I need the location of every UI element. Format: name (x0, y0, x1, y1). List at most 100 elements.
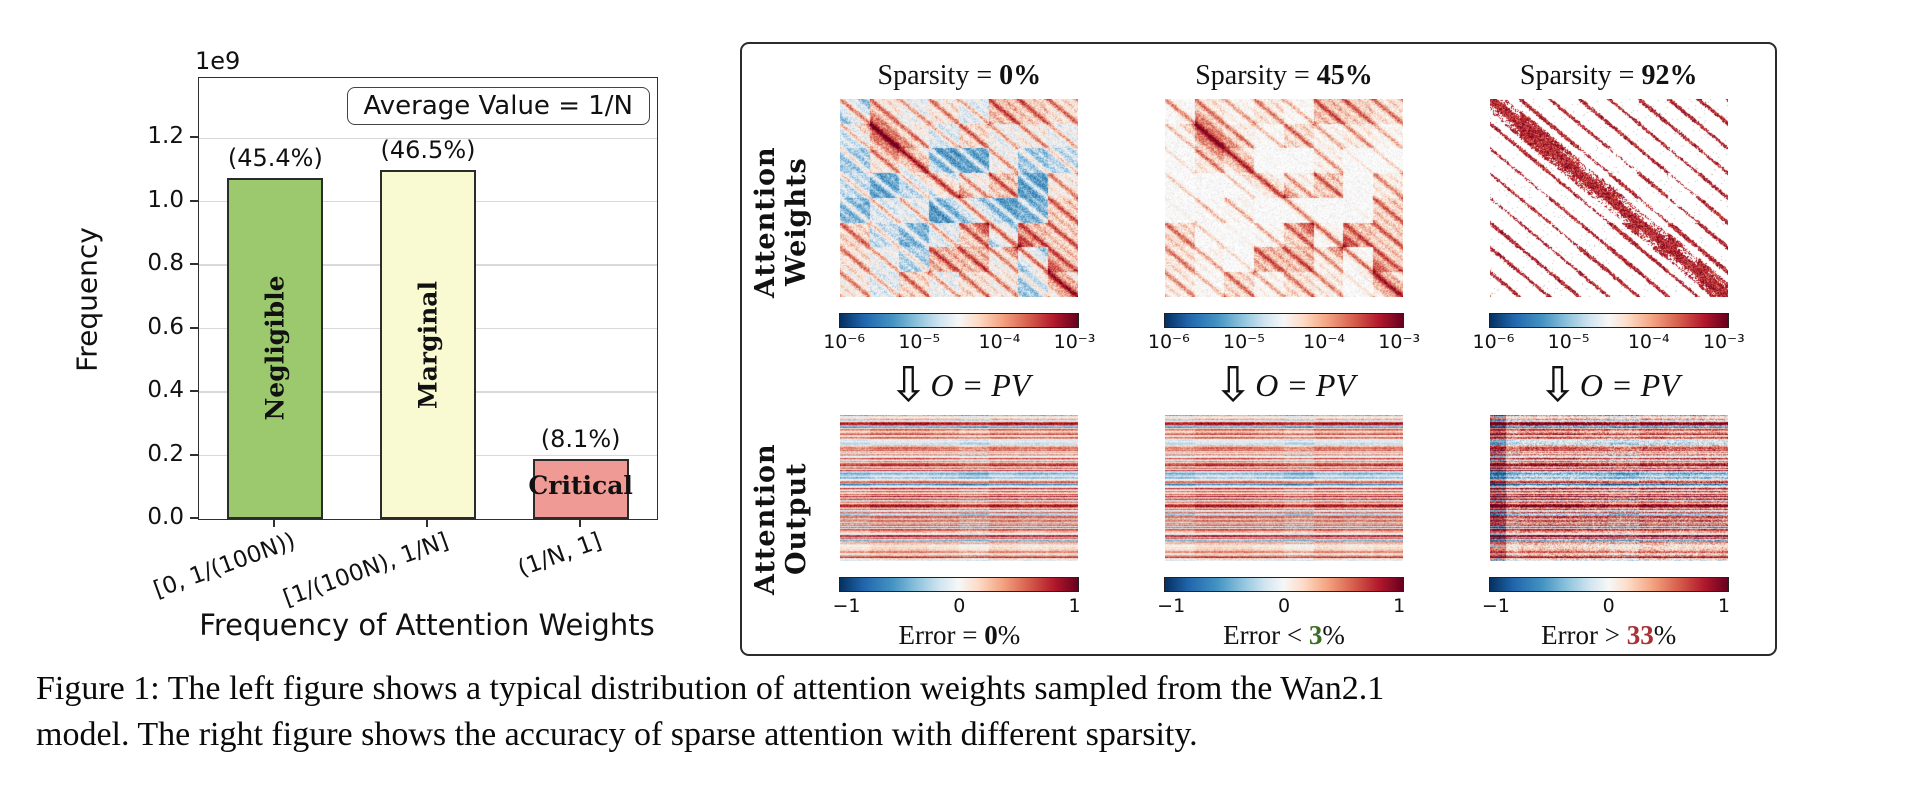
bar-percent-label: (45.4%) (227, 143, 323, 172)
attention-weights-heatmap-0 (840, 99, 1079, 297)
colorbar-tick: −1 (832, 595, 861, 617)
error-prefix: Error < (1223, 620, 1309, 650)
colorbar-tick: 10⁻³ (1378, 331, 1421, 353)
error-unit: % (1653, 620, 1677, 650)
colorbar-tick: 10⁻⁵ (1222, 331, 1265, 353)
weights-colorbar-wrap-0: 10⁻⁶ 10⁻⁵ 10⁻⁴ 10⁻³ (823, 313, 1095, 354)
colorbar-tick: 1 (1393, 595, 1406, 617)
colorbar-tick: 0 (1602, 595, 1615, 617)
error-value: 33 (1626, 620, 1654, 650)
output-colorbar-wrap-1: −1 0 1 (1157, 577, 1406, 618)
sparse-attention-panel: Attention Weights Attention Output Spars… (740, 42, 1777, 656)
sparsity-value: 45% (1316, 60, 1373, 91)
formula-o-pv: O = PV (1579, 366, 1680, 403)
bar-percent-label: (8.1%) (540, 424, 621, 453)
output-colorbar-wrap-2: −1 0 1 (1482, 577, 1730, 618)
colorbar-tick: 10⁻⁴ (1627, 331, 1670, 353)
colorbar-tick: 0 (953, 595, 966, 617)
error-prefix: Error > (1541, 620, 1627, 650)
error-value: 0 (984, 620, 998, 650)
error-label-1: Error < 3% (1223, 620, 1345, 651)
x-axis-label: Frequency of Attention Weights (199, 608, 655, 642)
y-tick-mark (190, 136, 198, 139)
attention-weights-heatmap-2 (1489, 99, 1728, 297)
output-colorbar-1 (1164, 577, 1404, 592)
y-tick-label: 0.8 (147, 250, 184, 277)
attention-weight-distribution-chart: 1e9 Frequency Average Value = 1/N (45.4%… (25, 25, 705, 670)
transform-row-1: ⇩ O = PV (1213, 357, 1356, 413)
y-tick-mark (190, 517, 198, 519)
output-colorbar-2 (1488, 577, 1729, 592)
colorbar-tick: 10⁻⁴ (978, 331, 1021, 353)
row-label-attention-weights: Attention Weights (750, 146, 812, 298)
x-tick-mark (578, 520, 581, 527)
colorbar-tick: 10⁻⁶ (823, 331, 866, 353)
formula-o-pv: O = PV (1255, 366, 1356, 403)
sparsity-prefix: Sparsity = (1195, 60, 1317, 91)
y-tick-label: 0.0 (147, 504, 184, 530)
bar-percent-label: (46.5%) (380, 136, 476, 164)
colorbar-tick: 1 (1717, 595, 1730, 617)
sparsity-column-2: Sparsity = 92% 10⁻⁶ 10⁻⁵ 10⁻⁴ 10⁻³ ⇩ O =… (1446, 44, 1771, 654)
error-unit: % (1322, 620, 1345, 650)
error-label-2: Error > 33% (1541, 620, 1676, 651)
colorbar-tick: 0 (1277, 595, 1291, 617)
caption-line-1: Figure 1: The left figure shows a typica… (36, 670, 1385, 707)
y-tick-label: 0.4 (147, 377, 184, 404)
attention-output-heatmap-0 (840, 415, 1079, 561)
y-tick-label: 1.0 (147, 186, 184, 213)
weights-colorbar-1 (1164, 313, 1404, 328)
weights-colorbar-wrap-2: 10⁻⁶ 10⁻⁵ 10⁻⁴ 10⁻³ (1473, 313, 1745, 354)
colorbar-tick: 10⁻⁵ (1547, 331, 1590, 353)
weights-colorbar-2 (1488, 313, 1729, 328)
frequency-bar (532, 458, 629, 519)
colorbar-tick: 10⁻⁶ (1147, 331, 1190, 353)
y-tick-mark (190, 199, 198, 202)
transform-row-0: ⇩ O = PV (888, 357, 1030, 413)
figure-caption: Figure 1: The left figure shows a typica… (36, 666, 1896, 758)
y-tick-label: 0.2 (147, 440, 184, 467)
error-prefix: Error = (898, 620, 985, 650)
output-colorbar-0 (839, 577, 1080, 592)
legend-box: Average Value = 1/N (346, 87, 650, 125)
y-tick-mark (190, 263, 198, 266)
attention-output-heatmap-1 (1165, 415, 1403, 561)
down-arrow-icon: ⇩ (1213, 357, 1254, 413)
frequency-bar (380, 170, 476, 519)
colorbar-tick: 1 (1068, 595, 1081, 617)
attention-output-heatmap-2 (1489, 415, 1728, 561)
attention-weights-heatmap-1 (1165, 99, 1403, 297)
row-label-attention-output: Attention Output (750, 443, 812, 595)
colorbar-tick: −1 (1157, 595, 1186, 617)
colorbar-tick: 10⁻⁶ (1472, 331, 1515, 353)
sparsity-prefix: Sparsity = (877, 60, 1000, 91)
bar-category-label: Negligible (260, 275, 290, 422)
sparsity-value: 92% (1641, 60, 1698, 91)
x-tick-mark (426, 520, 428, 527)
weights-colorbar-ticks-1: 10⁻⁶ 10⁻⁵ 10⁻⁴ 10⁻³ (1148, 328, 1420, 354)
frequency-bar (227, 177, 324, 519)
sparsity-columns: Sparsity = 0% 10⁻⁶ 10⁻⁵ 10⁻⁴ 10⁻³ ⇩ O = … (797, 44, 1771, 654)
down-arrow-icon: ⇩ (888, 357, 929, 413)
plot-area: Average Value = 1/N (45.4%) Negligible (46… (198, 77, 658, 520)
y-tick-mark (190, 453, 198, 456)
output-colorbar-ticks-2: −1 0 1 (1482, 592, 1730, 618)
sparsity-title-2: Sparsity = 92% (1520, 60, 1698, 92)
axis-offset-text: 1e9 (195, 47, 241, 75)
bar-category-label: Critical (528, 470, 633, 500)
sparsity-title-0: Sparsity = 0% (878, 60, 1042, 92)
colorbar-tick: −1 (1481, 595, 1510, 617)
weights-colorbar-0 (839, 313, 1080, 328)
caption-line-2: model. The right figure shows the accura… (36, 716, 1198, 753)
x-tick-mark (273, 520, 276, 527)
weights-colorbar-ticks-0: 10⁻⁶ 10⁻⁵ 10⁻⁴ 10⁻³ (823, 328, 1095, 354)
colorbar-tick: 10⁻⁵ (898, 331, 941, 353)
error-unit: % (997, 620, 1021, 650)
weights-colorbar-wrap-1: 10⁻⁶ 10⁻⁵ 10⁻⁴ 10⁻³ (1148, 313, 1420, 354)
output-colorbar-ticks-0: −1 0 1 (833, 592, 1081, 618)
y-tick-label: 0.6 (147, 313, 184, 340)
sparsity-column-1: Sparsity = 45% 10⁻⁶ 10⁻⁵ 10⁻⁴ 10⁻³ ⇩ O =… (1122, 44, 1447, 654)
error-value: 3 (1308, 620, 1323, 650)
y-tick-mark (190, 390, 198, 393)
sparsity-column-0: Sparsity = 0% 10⁻⁶ 10⁻⁵ 10⁻⁴ 10⁻³ ⇩ O = … (797, 44, 1122, 654)
